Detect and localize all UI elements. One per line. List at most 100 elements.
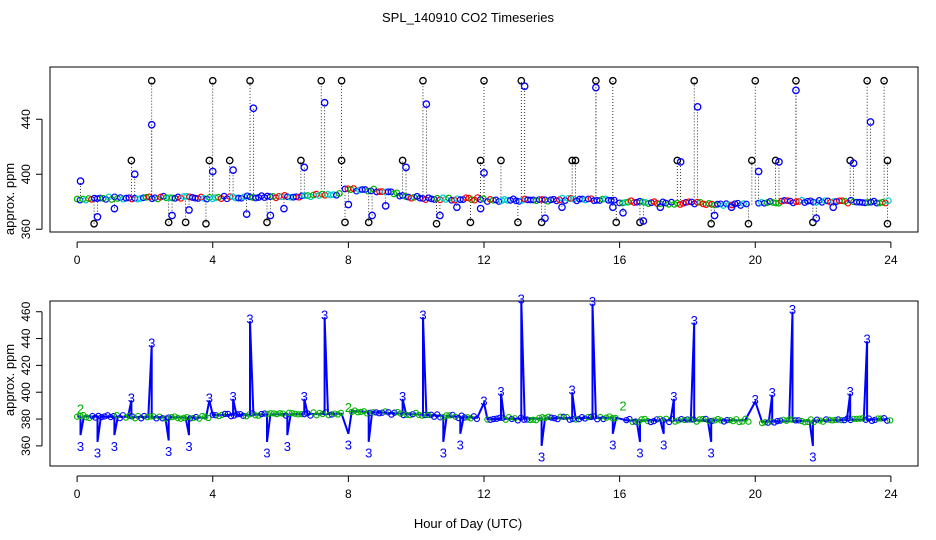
spike-point: [205, 156, 214, 165]
spike-point: [341, 218, 349, 227]
data-label: 3: [769, 385, 776, 400]
data-point: [784, 197, 791, 204]
spike-point: [693, 103, 702, 111]
top-x-tick-label: 12: [477, 253, 491, 267]
data-point: [771, 419, 778, 426]
data-point: [699, 415, 706, 423]
spike-point: [185, 206, 193, 214]
data-point: [357, 408, 365, 416]
data-label: 3: [440, 446, 447, 461]
data-point: [183, 414, 191, 421]
spike-point: [636, 218, 644, 227]
data-point: [548, 414, 555, 421]
data-point: [384, 188, 392, 196]
data-point: [267, 410, 274, 417]
data-point: [418, 412, 426, 419]
data-point: [850, 415, 857, 422]
spike-point: [147, 120, 156, 129]
data-point: [844, 415, 851, 422]
data-point: [877, 415, 885, 422]
data-point: [487, 416, 494, 423]
bottom-y-tick-label: 400: [19, 382, 33, 402]
data-point: [551, 415, 558, 422]
data-point: [147, 413, 154, 420]
spike-point: [202, 219, 210, 228]
data-point: [215, 412, 223, 420]
spike-point: [863, 76, 871, 85]
data-point: [539, 414, 546, 421]
data-label: 3: [301, 389, 308, 404]
data-point: [382, 408, 389, 415]
data-label: 3: [94, 446, 101, 461]
data-point: [334, 411, 342, 418]
spike-point: [320, 98, 329, 107]
data-point: [98, 413, 105, 421]
data-point: [829, 417, 836, 424]
data-point: [862, 416, 869, 423]
data-label: 3: [752, 392, 759, 407]
data-point: [520, 416, 528, 423]
data-point: [702, 415, 709, 423]
data-point: [761, 199, 768, 207]
data-label: 3: [365, 446, 372, 461]
spike-point: [130, 170, 139, 179]
data-label: 3: [789, 302, 796, 317]
data-point: [255, 412, 262, 419]
data-point: [638, 416, 645, 423]
spike-point: [792, 86, 800, 95]
bottom-x-tick-label: 20: [749, 487, 763, 501]
spike-point: [612, 218, 621, 227]
data-point: [240, 412, 247, 419]
data-point: [366, 409, 374, 416]
data-point: [397, 410, 404, 417]
data-point: [557, 413, 564, 420]
data-point: [174, 414, 181, 422]
spike-point: [676, 158, 685, 166]
data-point: [720, 418, 728, 425]
data-point: [856, 415, 863, 422]
data-point: [813, 416, 821, 423]
data-point: [484, 416, 491, 423]
top-x-tick-label: 8: [345, 253, 352, 267]
data-point: [264, 410, 271, 417]
data-point: [768, 418, 775, 425]
data-point: [685, 198, 693, 206]
data-point: [373, 409, 380, 416]
data-point: [714, 415, 722, 423]
spike-point: [476, 156, 485, 165]
top-y-tick-label: 440: [19, 109, 33, 129]
data-point: [319, 410, 326, 418]
data-label: 3: [480, 393, 487, 408]
spike-point: [344, 200, 353, 209]
spike-point: [368, 211, 376, 220]
data-label: 3: [809, 450, 816, 465]
data-point: [496, 414, 503, 421]
spike-point: [480, 76, 488, 85]
data-point: [462, 194, 470, 202]
data-point: [761, 419, 769, 426]
data-point: [458, 412, 465, 419]
data-point: [826, 416, 833, 423]
data-point: [887, 417, 894, 424]
spike-point: [337, 156, 346, 165]
data-point: [792, 417, 799, 424]
data-point: [584, 414, 592, 421]
data-point: [723, 416, 731, 424]
bottom-y-tick-label: 420: [19, 355, 33, 375]
top-plot-frame: [49, 66, 919, 233]
data-point: [653, 416, 661, 423]
data-point: [227, 413, 235, 420]
data-point: [144, 414, 151, 421]
spike-point: [656, 203, 665, 212]
data-label: 3: [284, 439, 291, 454]
top-x-tick-label: 4: [209, 253, 216, 267]
data-point: [745, 418, 752, 425]
spike-point: [727, 203, 736, 212]
data-point: [92, 414, 99, 421]
spike-point: [558, 203, 566, 212]
data-point: [407, 194, 415, 202]
data-point: [276, 410, 284, 417]
spike-point: [453, 203, 461, 212]
top-x-tick-label: 24: [884, 253, 898, 267]
